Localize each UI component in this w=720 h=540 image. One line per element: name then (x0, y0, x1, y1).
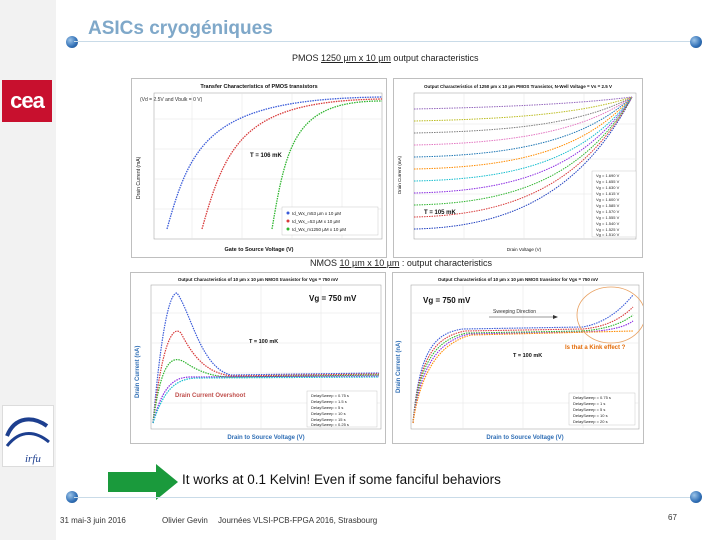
title-rule (74, 41, 698, 42)
irfu-logo: irfu (2, 405, 54, 467)
legend-entry: Vg = 1.510 V (596, 232, 620, 237)
x-axis-label: Gate to Source Voltage (V) (225, 247, 294, 253)
chart-title: Output Characteristics of 10 µm x 10 µm … (178, 277, 338, 282)
legend-entry: DelaySweep = 1 s (573, 401, 605, 406)
chart-temp: T = 106 mK (250, 153, 283, 159)
x-axis-label: Drain to Source Voltage (V) (227, 435, 304, 441)
legend-entry: Vg = 1.570 V (596, 209, 620, 214)
overshoot-annotation: Drain Current Overshoot (175, 393, 245, 399)
bullet-dot-icon (690, 36, 702, 48)
legend-entry: Vg = 1.655 V (596, 179, 620, 184)
legend-entry: Id_Wx_=53 µM x 10 µM (292, 219, 340, 224)
nmos-kink-chart: Output Characteristics of 10 µm x 10 µm … (392, 272, 646, 444)
legend-entry: Vg = 1.615 V (596, 191, 620, 196)
cea-logo: cea (2, 80, 52, 122)
legend-entry: Vg = 1.585 V (596, 203, 620, 208)
y-axis-label: Drain Current (mA) (136, 156, 142, 199)
nmos-overshoot-chart: Output Characteristics of 10 µm x 10 µm … (130, 272, 386, 444)
pmos-transfer-chart: Transfer Characteristics of PMOS transis… (131, 78, 387, 258)
slide-caption: It works at 0.1 Kelvin! Even if some fan… (182, 472, 501, 487)
legend-entry: DelaySweep = 10 s (311, 411, 346, 416)
x-axis-label: Drain to Source Voltage (V) (486, 435, 563, 441)
legend-entry: DelaySweep = 10 s (573, 413, 608, 418)
legend-entry: DelaySweep = 5 s (311, 405, 343, 410)
chart-temp: T = 105 mK (424, 210, 457, 216)
footer-date: 31 mai-3 juin 2016 (60, 516, 126, 525)
gate-voltage-label: Vg = 750 mV (309, 294, 357, 303)
legend-entry: Vg = 1.555 V (596, 215, 620, 220)
gate-voltage-label: Vg = 750 mV (423, 296, 471, 305)
legend-entry: DelaySweep = 20 s (573, 419, 608, 424)
legend-entry: Vg = 1.600 V (596, 197, 620, 202)
page-number: 67 (668, 513, 677, 522)
right-arrow-icon (108, 464, 178, 500)
chart-title: Output Characteristics of 1250 µm x 10 µ… (424, 84, 612, 89)
chart-temp: T = 100 mK (513, 353, 542, 359)
legend-entry: DelaySweep = 1.5 s (311, 399, 347, 404)
legend-entry: DelaySweep = 0.75 s (573, 395, 611, 400)
y-axis-label: Drain Current (nA) (135, 346, 141, 398)
sweep-annotation: Sweeping Direction (493, 309, 536, 315)
footer-rule (74, 497, 698, 498)
footer-author: Olivier Gevin (162, 516, 208, 525)
irfu-logo-text: irfu (25, 453, 41, 465)
legend-entry: Id_Wx_m1250 µM x 10 µM (292, 227, 346, 232)
y-axis-label: Drain Current (nA) (396, 341, 402, 393)
pmos-heading: PMOS 1250 µm x 10 µm output characterist… (292, 53, 479, 63)
legend-entry: Vg = 1.525 V (596, 227, 620, 232)
legend-entry: Id_Wx_m53 µm x 10 µM (292, 211, 341, 216)
legend-entry: DelaySweep = 15 s (311, 417, 346, 422)
chart-title: Transfer Characteristics of PMOS transis… (200, 84, 317, 90)
chart-title: Output Characteristics of 10 µm x 10 µm … (438, 277, 598, 282)
bullet-dot-icon (66, 491, 78, 503)
legend-entry: DelaySweep = 0.25 s (311, 422, 349, 427)
legend-entry: DelaySweep = 0.75 s (311, 393, 349, 398)
legend-entry: Vg = 1.630 V (596, 185, 620, 190)
footer-event: Journées VLSI-PCB-FPGA 2016, Strasbourg (218, 516, 378, 525)
legend-entry: Vg = 1.690 V (596, 173, 620, 178)
bullet-dot-icon (66, 36, 78, 48)
x-axis-label: Drain Voltage (V) (507, 247, 542, 252)
legend-entry: Vg = 1.540 V (596, 221, 620, 226)
chart-temp: T = 100 mK (249, 339, 278, 345)
slide-title: ASICs cryogéniques (88, 18, 273, 39)
bullet-dot-icon (690, 491, 702, 503)
y-axis-label: Drain Current (mA) (397, 155, 402, 194)
nmos-heading: NMOS 10 µm x 10 µm : output characterist… (310, 258, 492, 268)
kink-effect-annotation: Is that a Kink effect ? (565, 345, 626, 351)
chart-note: (Vd = 2.5V and Vbulk = 0 V) (140, 97, 203, 103)
legend-entry: DelaySweep = 5 s (573, 407, 605, 412)
pmos-output-chart: Output Characteristics of 1250 µm x 10 µ… (393, 78, 643, 258)
